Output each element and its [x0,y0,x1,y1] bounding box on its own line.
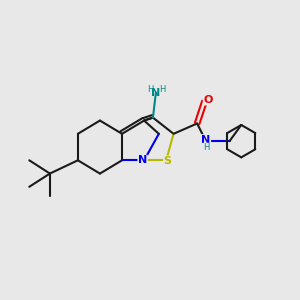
Text: N: N [138,155,147,165]
Text: H: H [203,143,209,152]
Text: H: H [159,85,166,94]
Text: H: H [147,85,154,94]
Text: S: S [164,156,172,166]
Text: O: O [203,95,213,105]
Text: N: N [151,88,160,98]
Text: N: N [201,135,211,145]
